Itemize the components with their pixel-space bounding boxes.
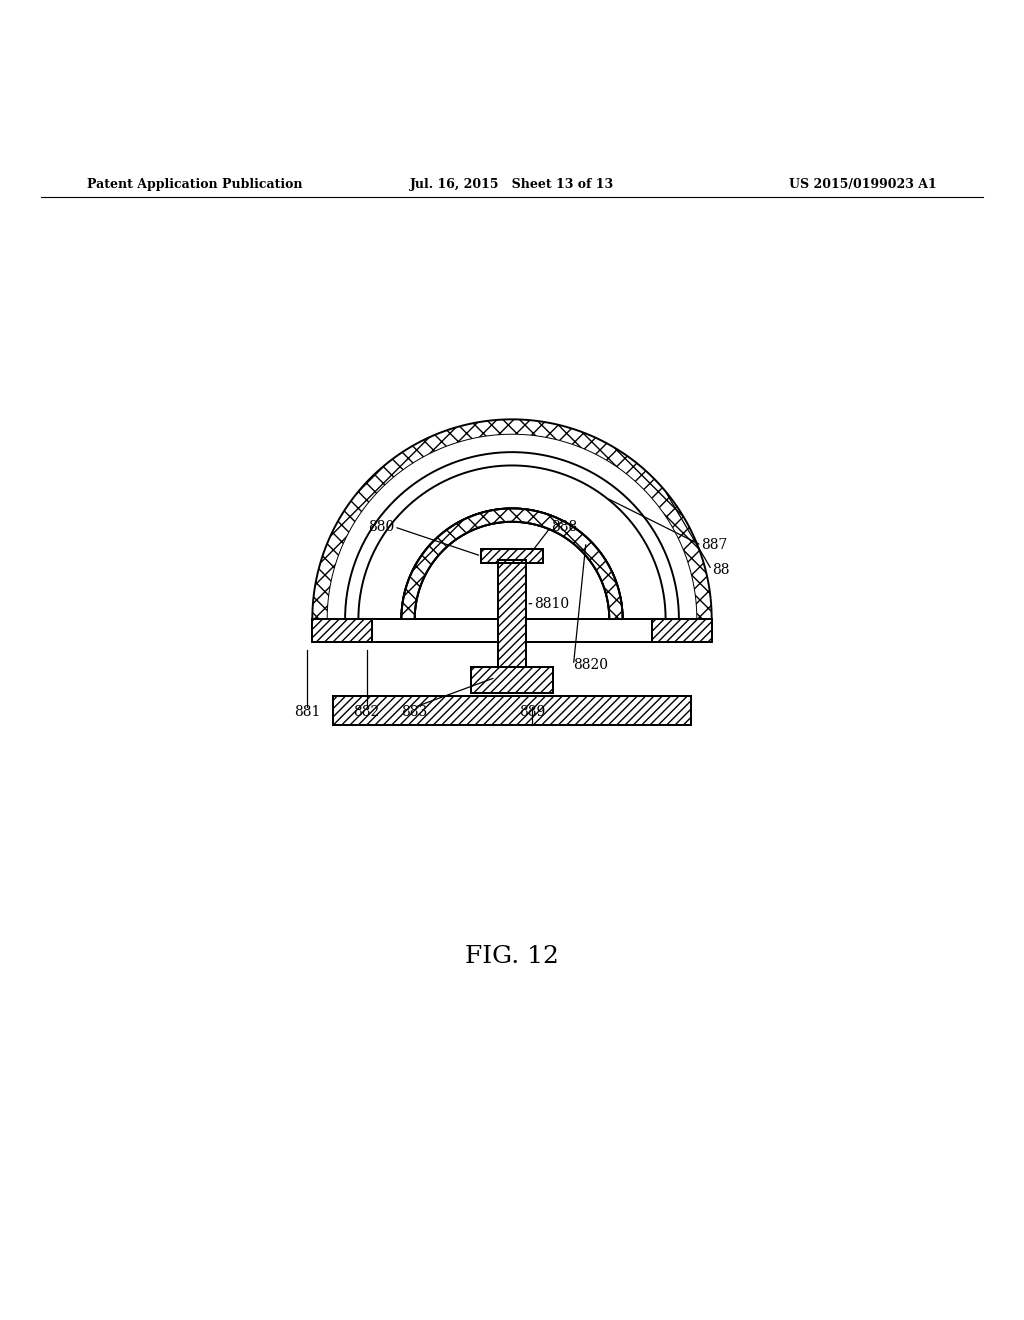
Text: 882: 882: [353, 705, 380, 719]
Text: Patent Application Publication: Patent Application Publication: [87, 178, 302, 191]
Polygon shape: [498, 560, 526, 667]
Polygon shape: [471, 667, 553, 693]
Text: FIG. 12: FIG. 12: [465, 945, 559, 969]
Polygon shape: [498, 560, 526, 667]
Text: 889: 889: [519, 705, 546, 719]
Polygon shape: [372, 619, 652, 642]
Polygon shape: [481, 549, 543, 562]
Text: 883: 883: [401, 705, 428, 719]
Text: 887: 887: [701, 539, 728, 552]
Polygon shape: [471, 667, 553, 693]
Text: 881: 881: [294, 705, 321, 719]
Text: 8810: 8810: [535, 597, 569, 611]
Polygon shape: [328, 434, 696, 619]
Text: 888: 888: [551, 520, 578, 533]
Polygon shape: [652, 619, 712, 642]
Polygon shape: [312, 420, 712, 619]
Polygon shape: [312, 619, 372, 642]
Polygon shape: [417, 524, 607, 619]
Polygon shape: [415, 521, 609, 619]
Text: US 2015/0199023 A1: US 2015/0199023 A1: [790, 178, 937, 191]
Text: Jul. 16, 2015   Sheet 13 of 13: Jul. 16, 2015 Sheet 13 of 13: [410, 178, 614, 191]
Polygon shape: [401, 508, 623, 619]
Polygon shape: [481, 549, 543, 562]
Polygon shape: [333, 696, 691, 725]
Polygon shape: [401, 508, 623, 619]
Text: 88: 88: [712, 562, 729, 577]
Polygon shape: [312, 420, 712, 619]
Text: 880: 880: [368, 520, 394, 533]
Text: 8820: 8820: [573, 659, 608, 672]
